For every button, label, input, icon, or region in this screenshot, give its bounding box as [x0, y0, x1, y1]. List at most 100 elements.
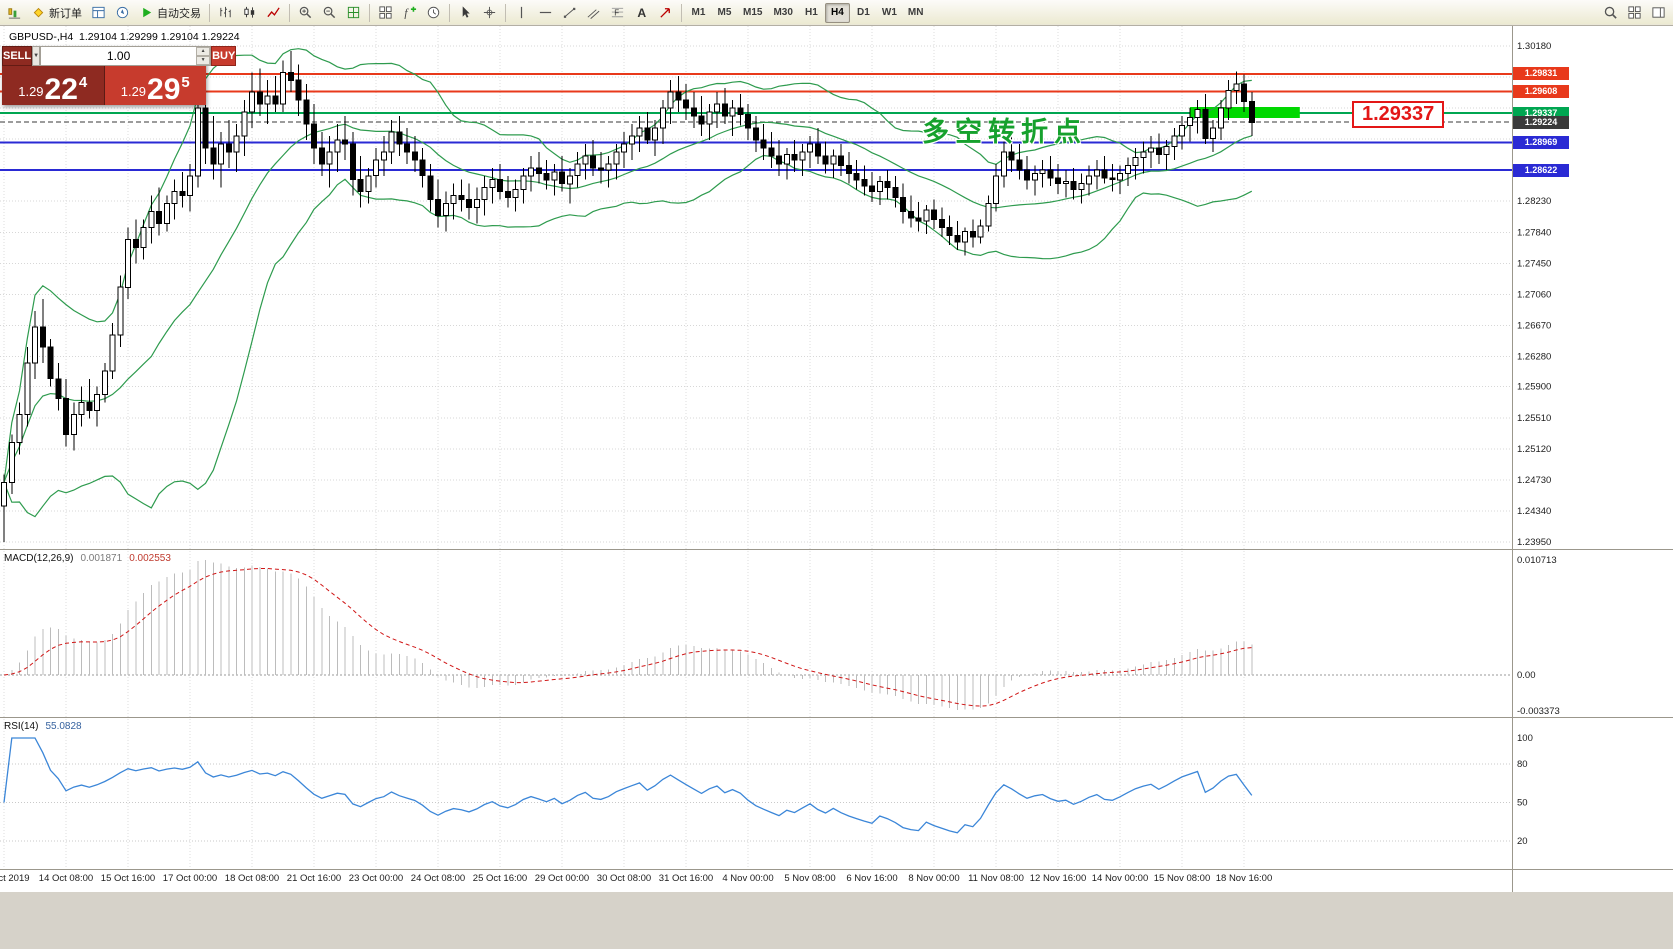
hline-icon [539, 11, 552, 14]
trade-panel-controls: SELL BUY [2, 46, 237, 66]
bollinger-upper-line [3, 48, 1252, 483]
arrows-button[interactable] [654, 2, 677, 24]
zoom-in-button[interactable] [294, 2, 317, 24]
price-badge-1.28622: 1.28622 [1513, 163, 1569, 177]
rsi-axis-label: 50 [1517, 798, 1528, 809]
timeframe-d1-button[interactable]: D1 [851, 3, 876, 23]
date-tick-label: 14 Nov 00:00 [1092, 873, 1149, 884]
candlestick-chart-button[interactable] [238, 2, 261, 24]
diamond-icon [33, 7, 44, 18]
axis-labels: 1.30180 1.28230 1.27840 1.27450 1.27060 1.266… [0, 41, 1560, 884]
market-watch-button[interactable] [87, 2, 110, 24]
vertical-line-button[interactable] [510, 2, 533, 24]
timeframe-w1-button[interactable]: W1 [877, 3, 902, 23]
chart-title: GBPUSD-,H4 1.29104 1.29299 1.29104 1.292… [9, 31, 240, 43]
price-tick-label: 1.27060 [1517, 289, 1551, 300]
date-tick-label: 31 Oct 16:00 [659, 873, 713, 884]
line-chart-button[interactable] [262, 2, 285, 24]
bar-chart-button[interactable] [214, 2, 237, 24]
timeframe-h1-button[interactable]: H1 [799, 3, 824, 23]
arrow-ne-icon [660, 8, 670, 18]
turning-point-annotation[interactable]: 多空转折点 [922, 117, 1087, 147]
market-watch-icon [92, 6, 105, 19]
bollinger-bands [3, 48, 1253, 518]
line-icon [267, 7, 280, 18]
trade-panel-prices: 1.29 22 4 1.29 29 5 [2, 66, 206, 105]
timeframe-m5-button[interactable]: M5 [712, 3, 737, 23]
equidistant-channel-button[interactable] [582, 2, 605, 24]
text-label-button[interactable]: A [630, 2, 653, 24]
timeframe-m30-button[interactable]: M30 [768, 3, 797, 23]
date-tick-label: 15 Oct 16:00 [101, 873, 155, 884]
tile-icon [379, 6, 392, 19]
cursor-button[interactable] [454, 2, 477, 24]
new-chart-button[interactable] [3, 2, 26, 24]
periods-button[interactable] [422, 2, 445, 24]
crosshair-button[interactable] [478, 2, 501, 24]
timeframe-h4-button[interactable]: H4 [824, 2, 850, 23]
date-tick-label: 30 Oct 08:00 [597, 873, 651, 884]
sell-price[interactable]: 1.29 22 4 [2, 66, 105, 105]
new-order-button[interactable]: 新订单 [27, 2, 86, 24]
macd-indicator-label: MACD(12,26,9) 0.001871 0.002553 [4, 553, 171, 564]
autotrading-button[interactable]: 自动交易 [135, 2, 205, 24]
volume-down-button[interactable] [196, 56, 211, 65]
timeframe-mn-button[interactable]: MN [903, 3, 929, 23]
price-tick-label: 1.25120 [1517, 444, 1551, 455]
volume-control [40, 46, 212, 66]
toggle-panels-button[interactable] [1647, 2, 1670, 24]
vline-icon [520, 6, 523, 19]
timeframe-m1-button[interactable]: M1 [686, 3, 711, 23]
price-tick-label: 1.24340 [1517, 506, 1551, 517]
date-tick-label: 14 Oct 08:00 [39, 873, 93, 884]
date-tick-label: 4 Nov 00:00 [722, 873, 773, 884]
chart-mini-icon [8, 8, 21, 19]
rsi-axis-label: 100 [1517, 733, 1533, 744]
indicators-button[interactable]: f [398, 2, 421, 24]
new-window-button[interactable] [1623, 2, 1646, 24]
date-tick-label: 11 Nov 08:00 [968, 873, 1024, 884]
navigator-button[interactable] [111, 2, 134, 24]
buy-price-sup: 5 [181, 74, 190, 91]
sell-button[interactable]: SELL [2, 46, 33, 66]
tile-windows-button[interactable] [374, 2, 397, 24]
date-tick-label: 8 Nov 00:00 [908, 873, 959, 884]
date-tick-label: 15 Nov 08:00 [1154, 873, 1211, 884]
price-badge-1.29831: 1.29831 [1513, 67, 1569, 81]
price-tick-label: 1.26670 [1517, 320, 1551, 331]
date-tick-label: 23 Oct 00:00 [349, 873, 403, 884]
rsi-line [3, 737, 1253, 834]
highlight-rectangle[interactable] [1189, 107, 1300, 118]
zoom-out-button[interactable] [318, 2, 341, 24]
toolbar-separator [209, 3, 210, 22]
search-button[interactable] [1599, 2, 1622, 24]
timeframe-m15-button[interactable]: M15 [738, 3, 767, 23]
date-tick-label: 5 Nov 08:00 [784, 873, 835, 884]
macd-axis-label: 0.010713 [1517, 555, 1557, 566]
fibonacci-button[interactable]: F [606, 2, 629, 24]
trend-icon [563, 7, 576, 18]
buy-price[interactable]: 1.29 29 5 [104, 66, 206, 105]
trendline-button[interactable] [558, 2, 581, 24]
clock-icon [427, 6, 440, 19]
trade-options-caret[interactable] [32, 46, 41, 66]
horizontal-line-button[interactable] [534, 2, 557, 24]
price-callout-label[interactable]: 1.29337 [1352, 101, 1445, 128]
price-badge-1.29224: 1.29224 [1513, 115, 1569, 129]
panel-icon [1652, 7, 1665, 18]
auto-scroll-button[interactable] [342, 2, 365, 24]
crosshair-icon [483, 6, 496, 19]
rsi-axis-label: 80 [1517, 759, 1528, 770]
volume-input[interactable] [41, 47, 197, 65]
price-tick-label: 1.30180 [1517, 41, 1551, 52]
toolbar-separator [289, 3, 290, 22]
rsi-value: 55.0828 [45, 721, 82, 732]
price-tick-label: 1.25900 [1517, 382, 1551, 393]
main-toolbar: 新订单 自动交易 f F A M1 M5 M15 M30 H1 H4 D1 W1 MN [0, 0, 1673, 26]
buy-button[interactable]: BUY [211, 46, 237, 66]
price-tick-label: 1.28230 [1517, 196, 1551, 207]
channel-icon [587, 9, 600, 19]
volume-up-button[interactable] [196, 47, 211, 56]
date-tick-label: 18 Oct 08:00 [225, 873, 279, 884]
